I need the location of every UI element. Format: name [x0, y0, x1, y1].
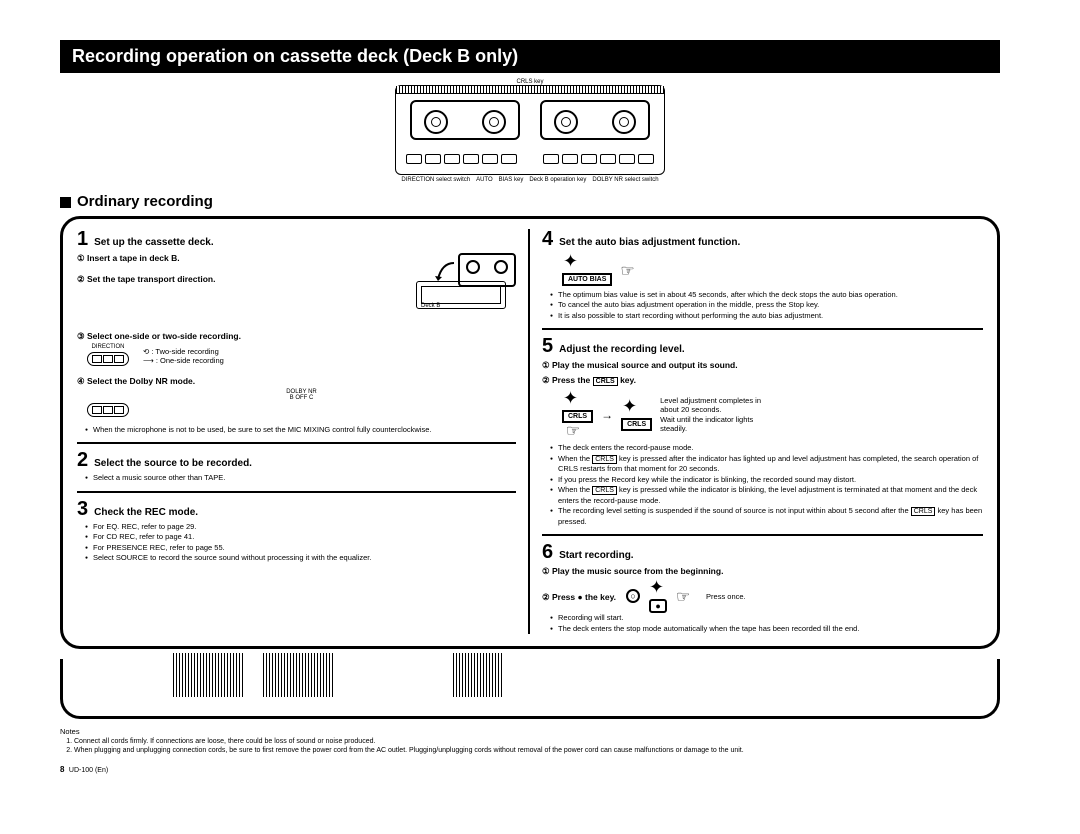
page-header: Recording operation on cassette deck (De… — [60, 40, 1000, 73]
insert-tape-diagram: Deck B — [416, 253, 516, 309]
crls-diagram: CRLS CRLS Level adjustment completes in … — [562, 390, 983, 439]
step-2: 2Select the source to be recorded. Selec… — [77, 450, 516, 482]
dolby-switch-diagram: DOLBY NR B OFF C — [87, 389, 516, 419]
right-column: 4Set the auto bias adjustment function. … — [530, 229, 983, 634]
deck-body — [395, 85, 665, 175]
page-number: 8 UD-100 (En) — [60, 765, 1000, 774]
notes-section: Notes Connect all cords firmly. If conne… — [60, 727, 1000, 755]
step-6: 6Start recording. ① Play the music sourc… — [542, 542, 983, 633]
rear-panel-illustration — [60, 659, 1000, 719]
deck-label-row: DIRECTION select switch AUTO BIAS key De… — [395, 177, 665, 183]
record-key-diagram: ○ ● Press once. — [626, 579, 746, 613]
autobias-diagram: AUTO BIAS — [562, 253, 983, 286]
step-3: 3Check the REC mode. For EQ. REC, refer … — [77, 499, 516, 563]
section-title: Ordinary recording — [60, 193, 1000, 210]
manual-page: Recording operation on cassette deck (De… — [60, 40, 1000, 774]
deck-controls — [406, 150, 654, 168]
instructions-box: 1Set up the cassette deck. Deck B ① Inse… — [60, 216, 1000, 649]
direction-legend: ⟲ : Two-side recording ⟶ : One-side reco… — [143, 347, 224, 366]
left-column: 1Set up the cassette deck. Deck B ① Inse… — [77, 229, 530, 634]
step-4: 4Set the auto bias adjustment function. … — [542, 229, 983, 320]
deck-illustration: CRLS key DIRECTION select switch AUTO BI… — [395, 79, 665, 189]
direction-switch-diagram: DIRECTION — [87, 344, 129, 368]
deck-a-slot — [410, 100, 520, 140]
step-5: 5Adjust the recording level. ① Play the … — [542, 336, 983, 526]
deck-b-slot — [540, 100, 650, 140]
step-1: 1Set up the cassette deck. Deck B ① Inse… — [77, 229, 516, 434]
